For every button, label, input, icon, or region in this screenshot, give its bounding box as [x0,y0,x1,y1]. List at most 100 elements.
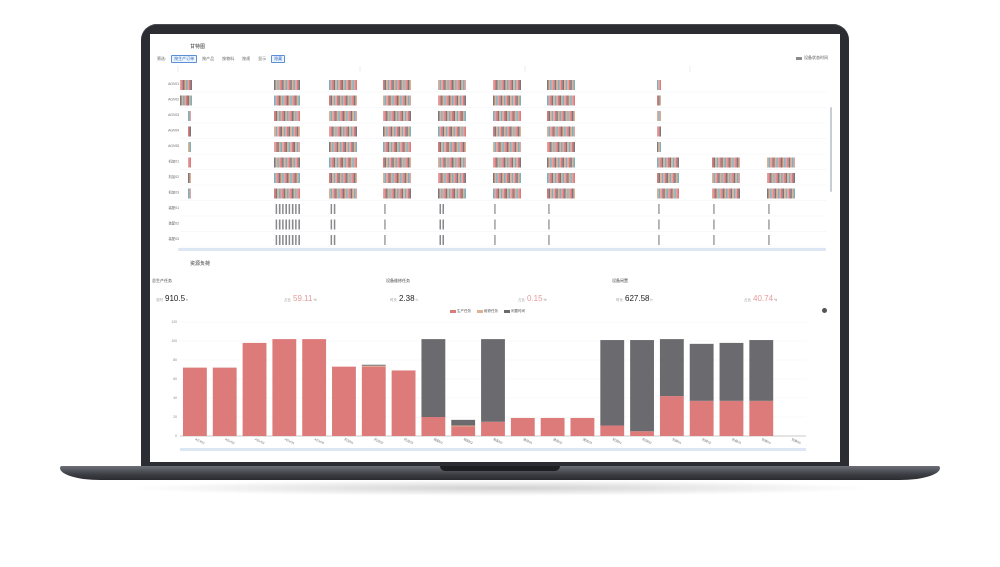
gantt-task-block[interactable] [500,173,503,183]
gantt-task-block[interactable] [386,142,388,152]
gantt-task-block[interactable] [442,95,445,106]
gantt-task-block[interactable] [336,142,339,152]
gantt-task-block[interactable] [573,80,575,90]
gantt-task-block[interactable] [347,173,350,183]
gantt-task-block[interactable] [280,204,283,214]
gantt-task-block[interactable] [392,95,394,106]
gantt-task-block[interactable] [502,80,504,90]
gantt-task-block[interactable] [330,173,333,183]
gantt-task-block[interactable] [333,173,336,183]
gantt-task-block[interactable] [500,142,503,152]
gantt-task-block[interactable] [280,95,283,106]
gantt-task-block[interactable] [395,188,397,199]
bar-segment[interactable] [391,370,416,436]
bar-segment[interactable] [481,421,505,436]
gantt-task-block[interactable] [400,111,402,121]
gantt-task-block[interactable] [188,126,190,137]
gantt-task-block[interactable] [736,173,739,183]
gantt-task-block[interactable] [730,157,733,168]
gantt-task-block[interactable] [280,80,283,90]
gantt-task-block[interactable] [293,235,296,245]
gantt-task-block[interactable] [442,126,445,137]
gantt-task-block[interactable] [570,111,572,121]
gantt-task-block[interactable] [548,111,551,121]
gantt-task-block[interactable] [564,111,566,121]
gantt-task-block[interactable] [274,188,276,199]
gantt-task-block[interactable] [508,173,511,183]
gantt-task-block[interactable] [784,173,786,183]
gantt-task-block[interactable] [450,95,452,106]
gantt-task-block[interactable] [658,157,661,168]
gantt-task-block[interactable] [397,157,399,168]
gantt-task-block[interactable] [458,111,460,121]
gantt-task-block[interactable] [298,126,300,137]
gantt-task-block[interactable] [661,188,664,199]
gantt-task-block[interactable] [350,111,353,121]
gantt-task-block[interactable] [502,142,504,152]
gantt-task-block[interactable] [721,173,723,183]
gantt-task-block[interactable] [398,188,401,199]
gantt-task-block[interactable] [180,95,182,106]
gantt-task-block[interactable] [502,157,504,168]
gantt-task-block[interactable] [384,219,386,230]
gantt-task-block[interactable] [383,80,385,90]
gantt-task-block[interactable] [295,111,297,121]
gantt-task-block[interactable] [404,111,407,121]
gantt-task-block[interactable] [779,173,781,183]
gantt-task-block[interactable] [447,157,449,168]
bar-chart-zoom-slider[interactable] [180,448,806,451]
gantt-task-block[interactable] [782,173,785,183]
gantt-task-block[interactable] [290,204,292,214]
gantt-task-block[interactable] [452,80,454,90]
gantt-task-block[interactable] [459,80,462,90]
gantt-task-block[interactable] [339,80,342,90]
gantt-task-block[interactable] [507,126,509,137]
gantt-task-block[interactable] [390,173,393,183]
gantt-task-block[interactable] [352,80,354,90]
gantt-task-block[interactable] [275,157,278,168]
gantt-task-block[interactable] [732,188,734,199]
gantt-task-block[interactable] [505,173,507,183]
gantt-task-block[interactable] [293,157,296,168]
gantt-task-block[interactable] [456,188,459,199]
gantt-task-block[interactable] [768,204,770,214]
gantt-task-block[interactable] [494,173,497,183]
gantt-task-block[interactable] [660,157,662,168]
gantt-task-block[interactable] [458,142,460,152]
gantt-task-block[interactable] [438,95,440,106]
gantt-task-block[interactable] [278,80,281,90]
gantt-task-block[interactable] [444,80,446,90]
gantt-task-block[interactable] [287,204,289,214]
gantt-task-block[interactable] [353,157,356,168]
gantt-task-block[interactable] [344,80,347,90]
gantt-task-block[interactable] [349,80,351,90]
gantt-task-block[interactable] [407,126,410,137]
gantt-task-block[interactable] [511,173,514,183]
gantt-task-block[interactable] [189,173,192,183]
gantt-task-block[interactable] [715,188,717,199]
gantt-task-block[interactable] [657,188,659,199]
gantt-task-block[interactable] [189,95,191,106]
gantt-task-block[interactable] [290,219,292,230]
gantt-task-block[interactable] [389,95,391,106]
gantt-task-block[interactable] [335,142,337,152]
gantt-task-block[interactable] [567,157,569,168]
gantt-task-block[interactable] [729,157,731,168]
gantt-task-block[interactable] [459,173,462,183]
gantt-task-block[interactable] [553,142,555,152]
gantt-task-block[interactable] [295,142,297,152]
gantt-task-block[interactable] [181,95,184,106]
gantt-task-block[interactable] [347,126,350,137]
gantt-task-block[interactable] [510,142,512,152]
gantt-task-block[interactable] [329,142,331,152]
gantt-task-block[interactable] [547,235,549,245]
gantt-task-block[interactable] [409,95,411,106]
gantt-task-block[interactable] [390,188,393,199]
gantt-task-block[interactable] [184,95,187,106]
gantt-task-block[interactable] [553,157,555,168]
gantt-task-block[interactable] [714,235,716,245]
gantt-task-block[interactable] [442,142,445,152]
gantt-task-block[interactable] [404,173,407,183]
gantt-task-block[interactable] [298,142,300,152]
gantt-task-block[interactable] [570,157,572,168]
